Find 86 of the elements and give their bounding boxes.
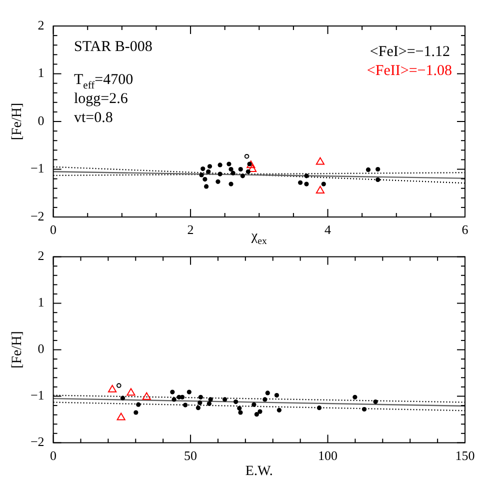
point xyxy=(238,410,243,415)
point xyxy=(200,166,206,172)
y-tick-label: 2 xyxy=(38,248,44,264)
y-tick-label: −1 xyxy=(30,160,44,176)
point xyxy=(172,397,176,402)
point xyxy=(316,186,325,194)
point xyxy=(207,164,212,169)
point xyxy=(198,400,202,406)
point xyxy=(238,166,243,172)
y-tick-label: −2 xyxy=(30,434,44,450)
point xyxy=(254,412,259,417)
y-axis-title: [Fe/H] xyxy=(10,102,25,140)
x-tick-label: 150 xyxy=(455,448,475,463)
point xyxy=(108,384,117,392)
point xyxy=(230,170,236,176)
point xyxy=(316,157,325,165)
point xyxy=(321,182,326,186)
point xyxy=(228,182,234,186)
y-tick-label: 1 xyxy=(38,65,44,80)
annotation: vt=0.8 xyxy=(74,110,113,126)
point xyxy=(276,408,282,412)
point xyxy=(237,406,242,411)
point xyxy=(180,394,185,400)
point xyxy=(234,400,238,404)
x-tick-label: 6 xyxy=(462,222,469,238)
point xyxy=(218,162,222,168)
annotation: STAR B-008 xyxy=(74,39,152,55)
point xyxy=(265,390,270,396)
point xyxy=(196,406,201,410)
annotation: <FeI>=−1.12 xyxy=(370,44,450,60)
point xyxy=(252,402,256,407)
point xyxy=(316,406,322,410)
annotation: <FeII>=−1.08 xyxy=(366,63,452,79)
point xyxy=(274,392,280,398)
point xyxy=(246,160,256,168)
y-tick-label: −1 xyxy=(30,388,44,403)
point xyxy=(202,176,208,182)
point xyxy=(170,390,175,394)
point xyxy=(126,388,136,396)
annotation: logg=2.6 xyxy=(74,91,128,107)
x-tick-label: 0 xyxy=(50,222,57,238)
point xyxy=(222,397,228,402)
y-tick-label: 0 xyxy=(38,112,44,128)
point xyxy=(199,172,204,178)
point xyxy=(206,169,211,174)
point xyxy=(116,383,122,388)
point xyxy=(366,167,371,172)
point xyxy=(228,166,234,172)
point xyxy=(373,400,378,404)
point xyxy=(244,154,250,159)
point xyxy=(208,397,213,402)
point xyxy=(116,412,126,420)
y-axis-title: [Fe/H] xyxy=(10,331,25,368)
point xyxy=(352,394,358,400)
point xyxy=(240,174,245,178)
point xyxy=(246,169,250,174)
point xyxy=(136,402,141,407)
point xyxy=(304,182,309,186)
point xyxy=(304,174,309,178)
x-tick-label: 2 xyxy=(187,222,194,238)
point xyxy=(204,184,209,189)
y-tick-label: 1 xyxy=(38,294,44,310)
point xyxy=(376,166,380,172)
point xyxy=(206,401,212,406)
point xyxy=(376,177,380,182)
x-tick-label: 100 xyxy=(318,448,338,463)
point xyxy=(262,397,268,402)
point xyxy=(226,162,232,166)
point xyxy=(298,180,303,185)
y-tick-label: 0 xyxy=(38,341,44,356)
point xyxy=(362,406,367,412)
point xyxy=(218,172,222,176)
point xyxy=(120,396,126,400)
x-tick-label: 0 xyxy=(50,448,57,463)
point xyxy=(216,179,220,184)
point xyxy=(258,409,262,414)
point xyxy=(142,392,151,400)
y-tick-label: 2 xyxy=(38,17,44,32)
point xyxy=(183,402,188,408)
x-axis-title: E.W. xyxy=(245,464,273,479)
x-tick-label: 50 xyxy=(184,448,198,463)
x-tick-label: 4 xyxy=(324,222,332,238)
point xyxy=(198,394,203,400)
point xyxy=(134,410,138,415)
y-tick-label: −2 xyxy=(30,208,44,224)
point xyxy=(186,390,192,394)
